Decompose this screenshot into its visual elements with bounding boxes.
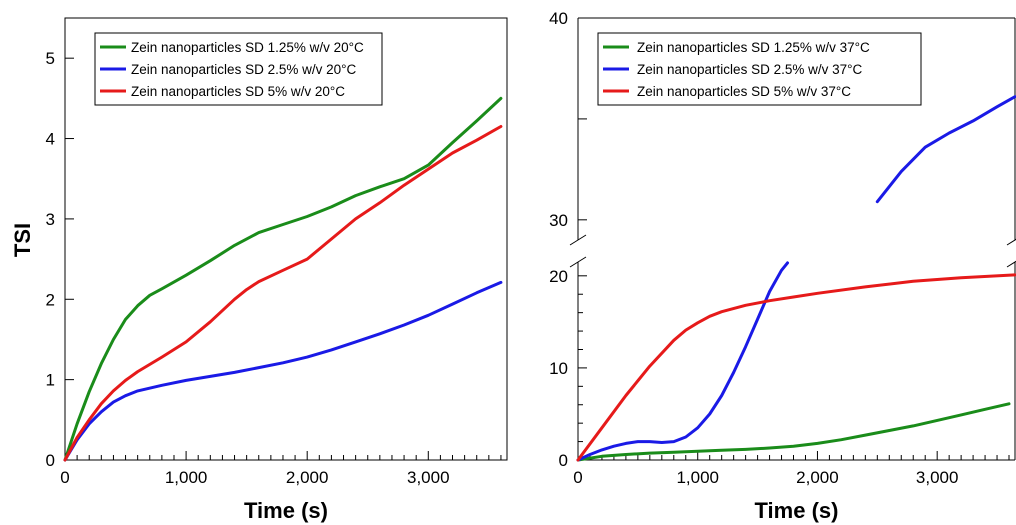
series-line-green <box>576 402 1011 462</box>
y-tick-label: 40 <box>549 9 568 28</box>
legend-box <box>597 32 922 106</box>
x-tick-label: 0 <box>60 468 69 487</box>
series-line-blue <box>63 280 503 462</box>
y-tick-label: 30 <box>549 211 568 230</box>
x-tick-label: 1,000 <box>165 468 208 487</box>
legend-label-green: Zein nanoparticles SD 1.25% w/v 20°C <box>131 40 364 55</box>
legend-label-blue: Zein nanoparticles SD 2.5% w/v 20°C <box>131 62 357 77</box>
x-axis-title: Time (s) <box>755 498 839 523</box>
legend: Zein nanoparticles SD 1.25% w/v 37°C Zein… <box>597 32 922 106</box>
series-line-green <box>63 96 503 462</box>
series-line-red <box>63 125 503 462</box>
x-tick-label: 2,000 <box>286 468 329 487</box>
y-tick-label: 4 <box>46 130 55 149</box>
y-tick-label: 2 <box>46 290 55 309</box>
series-line-blue <box>576 95 1016 462</box>
y-tick-label: 1 <box>46 371 55 390</box>
x-tick-label: 0 <box>573 468 582 487</box>
series-line-red <box>576 273 1016 462</box>
x-axis-title: Time (s) <box>244 498 328 523</box>
legend-label-green: Zein nanoparticles SD 1.25% w/v 37°C <box>637 40 870 55</box>
plot-frame <box>64 17 508 461</box>
left-chart-panel: 0 1,000 2,000 3,000 0 1 2 3 4 5 Time (s) TSI Zein na… <box>10 17 508 523</box>
legend: Zein nanoparticles SD 1.25% w/v 20°C Zein… <box>94 32 383 106</box>
x-tick-label: 2,000 <box>796 468 839 487</box>
y-axis-title: TSI <box>10 223 35 257</box>
y-tick-label: 5 <box>46 49 55 68</box>
y-tick-label: 3 <box>46 210 55 229</box>
axis-break-mark-left-upper <box>569 234 587 246</box>
legend-label-red: Zein nanoparticles SD 5% w/v 20°C <box>131 84 345 99</box>
y-tick-label: 0 <box>46 451 55 470</box>
axis-break-mark-left-lower <box>569 256 587 268</box>
right-chart-panel: 0 1,000 2,000 3,000 0 10 20 30 40 Time (s) Zein na… <box>549 9 1016 523</box>
legend-box <box>94 32 383 106</box>
legend-label-red: Zein nanoparticles SD 5% w/v 37°C <box>637 84 851 99</box>
y-tick-label: 0 <box>559 451 568 470</box>
axis-break-mark-right-lower <box>1006 260 1016 268</box>
axis-break-mark-right-upper <box>1006 238 1016 246</box>
x-tick-label: 1,000 <box>676 468 719 487</box>
y-tick-label: 10 <box>549 359 568 378</box>
legend-label-blue: Zein nanoparticles SD 2.5% w/v 37°C <box>637 62 863 77</box>
x-tick-label: 3,000 <box>916 468 959 487</box>
y-tick-label: 20 <box>549 267 568 286</box>
x-tick-label: 3,000 <box>407 468 450 487</box>
